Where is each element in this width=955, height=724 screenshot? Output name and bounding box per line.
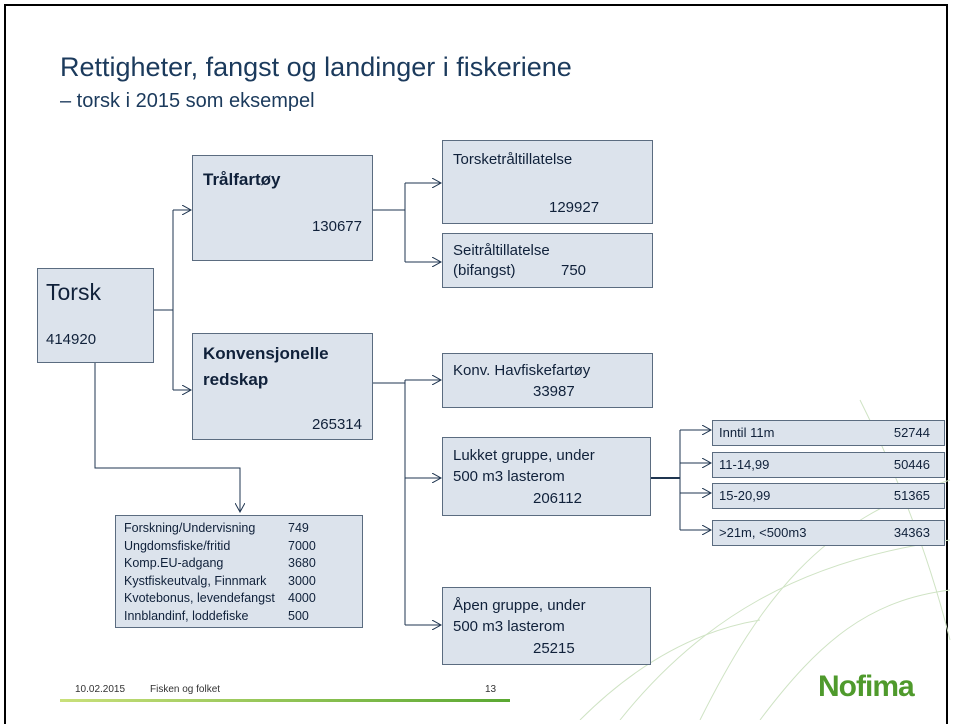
node-label: 500 m3 lasterom [453,468,565,485]
node-label: Konvensjonelle [203,344,329,363]
connectors [94,183,711,625]
other-uses-box: Forskning/Undervisning 749 Ungdomsfiske/fr… [115,515,363,628]
node: Seitråltillatelse (bifangst) 750 [442,233,653,288]
node-value: 129927 [549,199,600,216]
node: >21m, <500m3 34363 [712,520,945,546]
node-label: redskap [203,370,269,389]
node-label: (bifangst) [453,262,516,279]
node: Torsk 414920 [37,268,154,363]
node-label: 15-20,99 [719,488,771,503]
node: Konv. Havfiskefartøy 33987 [442,353,653,408]
footer-line [60,699,510,702]
row-value: 4000 [288,591,316,605]
node-value: 206112 [533,490,582,507]
node-value: 52744 [893,425,930,440]
node-label: Åpen gruppe, under [453,597,586,614]
node-value: 750 [561,262,587,279]
footer-text: Fisken og folket [150,684,221,695]
row-label: Ungdomsfiske/fritid [124,538,231,553]
row-value: 3680 [288,556,316,570]
node: 11-14,99 50446 [712,452,945,478]
node-value: 130677 [311,218,362,235]
node-label: Konv. Havfiskefartøy [453,362,591,379]
node-label: 11-14,99 [719,457,770,472]
node-value: 265314 [311,416,362,433]
node: Torsketråltillatelse 129927 [442,140,653,224]
footer-page: 13 [485,684,497,695]
node: Trålfartøy 130677 [192,155,373,261]
node-label: Seitråltillatelse [453,242,550,259]
node-value: 25215 [533,640,575,657]
node-label: Trålfartøy [203,170,281,189]
node-label: Torsk [46,279,101,305]
node-value: 34363 [893,525,930,540]
node-value: 51365 [893,488,930,503]
node-value: 50446 [893,457,930,472]
node: Inntil 11m 52744 [712,420,945,446]
row-value: 749 [288,521,309,535]
subtitle: – torsk i 2015 som eksempel [60,90,315,112]
slide-frame [4,4,948,724]
footer-date: 10.02.2015 [75,684,126,695]
node-label: Torsketråltillatelse [453,151,573,168]
row-label: Komp.EU-adgang [124,556,224,570]
row-value: 7000 [288,538,316,553]
row-label: Innblandinf, loddefiske [124,608,249,623]
node: Åpen gruppe, under 500 m3 lasterom 25215 [442,587,651,665]
node-label: Inntil 11m [719,425,775,440]
node-value: 414920 [46,331,97,348]
row-label: Forskning/Undervisning [124,521,256,535]
node: Konvensjonelle redskap 265314 [192,333,373,440]
row-label: Kvotebonus, levendefangst [124,591,275,605]
node-label: Lukket gruppe, under [453,447,595,464]
logo: Nofima [818,670,915,703]
title: Rettigheter, fangst og landinger i fiske… [60,52,572,82]
row-value: 3000 [288,573,316,588]
node: Lukket gruppe, under 500 m3 lasterom 206… [442,437,651,516]
node: 15-20,99 51365 [712,483,945,509]
node-label: 500 m3 lasterom [453,618,565,635]
row-value: 500 [288,608,309,623]
node-label: >21m, <500m3 [719,525,807,540]
row-label: Kystfiskeutvalg, Finnmark [124,573,267,588]
node-value: 33987 [533,383,575,400]
